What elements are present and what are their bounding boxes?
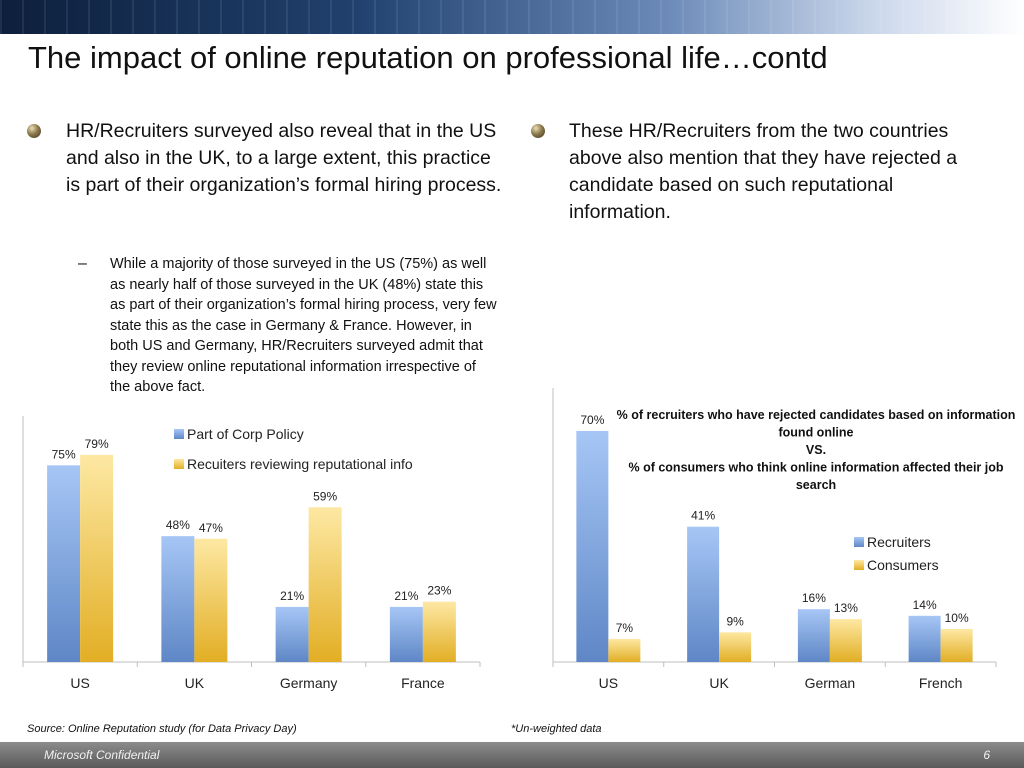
source-note: Source: Online Reputation study (for Dat… [27, 723, 297, 735]
bar-germany-corp-policy [275, 606, 309, 662]
data-label: 9% [726, 614, 744, 628]
category-label: US [70, 675, 89, 691]
data-label: 23% [427, 584, 451, 598]
data-label: 21% [280, 589, 304, 603]
bar-french-recruiters [908, 615, 941, 662]
data-label: 16% [802, 591, 826, 605]
bar-uk-reviewing-info [194, 538, 228, 662]
chart-title-line: % of recruiters who have rejected candid… [617, 408, 1016, 422]
page-number: 6 [983, 748, 990, 762]
legend-swatch [174, 429, 184, 439]
data-label: 21% [394, 589, 418, 603]
category-label: German [805, 675, 856, 691]
bar-us-corp-policy [47, 465, 81, 662]
data-label: 41% [691, 509, 715, 523]
legend-label: Consumers [867, 557, 939, 573]
unweighted-note: *Un-weighted data [511, 723, 602, 735]
left-bullet-icon [27, 124, 41, 138]
page-title: The impact of online reputation on profe… [28, 40, 828, 75]
bar-france-corp-policy [389, 606, 423, 662]
bar-france-reviewing-info [422, 601, 456, 662]
sub-bullet-dash: – [78, 255, 87, 272]
header-banner-image [0, 0, 1024, 34]
chart-corp-policy: 75% 79% US 48% 47% UK 21% 59% Germany 21% 23% Franc… [22, 416, 481, 691]
bar-us-reviewing-info [80, 454, 114, 662]
chart-title-line: found online [779, 426, 854, 440]
footer-bar: Microsoft Confidential 6 [0, 742, 1024, 768]
chart-title-line: % of consumers who think online informat… [628, 461, 1003, 475]
category-label: Germany [280, 675, 338, 691]
legend-swatch [854, 537, 864, 547]
category-label: UK [185, 675, 205, 691]
data-label: 7% [616, 621, 634, 635]
category-label: French [919, 675, 963, 691]
bar-us-recruiters [576, 431, 609, 662]
data-label: 10% [945, 611, 969, 625]
bar-german-recruiters [797, 609, 830, 662]
category-label: UK [709, 675, 729, 691]
chart-title-line: search [796, 478, 836, 492]
bar-us-consumers [608, 638, 641, 662]
category-label: US [599, 675, 618, 691]
bar-uk-corp-policy [161, 536, 195, 662]
bar-french-consumers [940, 629, 973, 662]
bar-germany-reviewing-info [308, 507, 342, 662]
legend-swatch [174, 459, 184, 469]
bar-german-consumers [829, 619, 862, 662]
data-label: 48% [166, 518, 190, 532]
category-label: France [401, 675, 445, 691]
data-label: 79% [85, 437, 109, 451]
legend-swatch [854, 560, 864, 570]
left-bullet-text: HR/Recruiters surveyed also reveal that … [66, 120, 502, 196]
legend-label: Part of Corp Policy [187, 426, 304, 442]
bar-uk-consumers [719, 632, 752, 662]
chart-rejected-candidates: 70% 7% US 41% 9% UK 16% 13% German 14% 10% French Re… [552, 388, 1016, 691]
data-label: 70% [580, 413, 604, 427]
data-label: 13% [834, 601, 858, 615]
legend-label: Recruiters [867, 534, 931, 550]
confidential-label: Microsoft Confidential [44, 748, 160, 762]
legend-label: Recuiters reviewing reputational info [187, 456, 413, 472]
right-bullet-text: These HR/Recruiters from the two countri… [569, 120, 958, 223]
right-bullet-icon [531, 124, 545, 138]
sub-bullet-text: While a majority of those surveyed in th… [110, 256, 497, 395]
data-label: 59% [313, 489, 337, 503]
chart-title-line: VS. [806, 443, 826, 457]
data-label: 47% [199, 521, 223, 535]
bar-uk-recruiters [687, 526, 720, 662]
data-label: 75% [52, 447, 76, 461]
data-label: 14% [913, 598, 937, 612]
